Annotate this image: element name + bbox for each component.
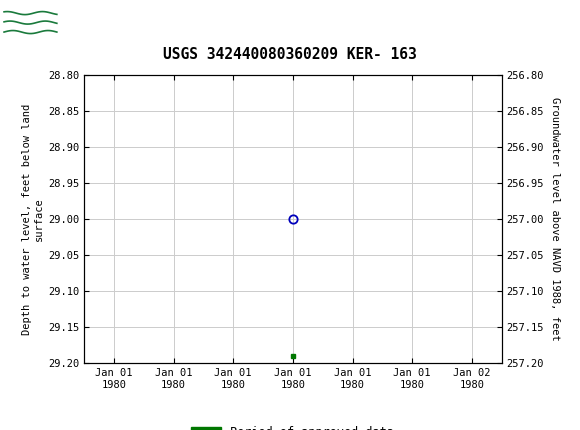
- Legend: Period of approved data: Period of approved data: [187, 421, 399, 430]
- Text: USGS 342440080360209 KER- 163: USGS 342440080360209 KER- 163: [163, 47, 417, 62]
- Text: USGS: USGS: [67, 12, 135, 33]
- Bar: [3, 3, 58, 42]
- Y-axis label: Groundwater level above NAVD 1988, feet: Groundwater level above NAVD 1988, feet: [550, 98, 560, 341]
- Y-axis label: Depth to water level, feet below land
surface: Depth to water level, feet below land su…: [22, 104, 44, 335]
